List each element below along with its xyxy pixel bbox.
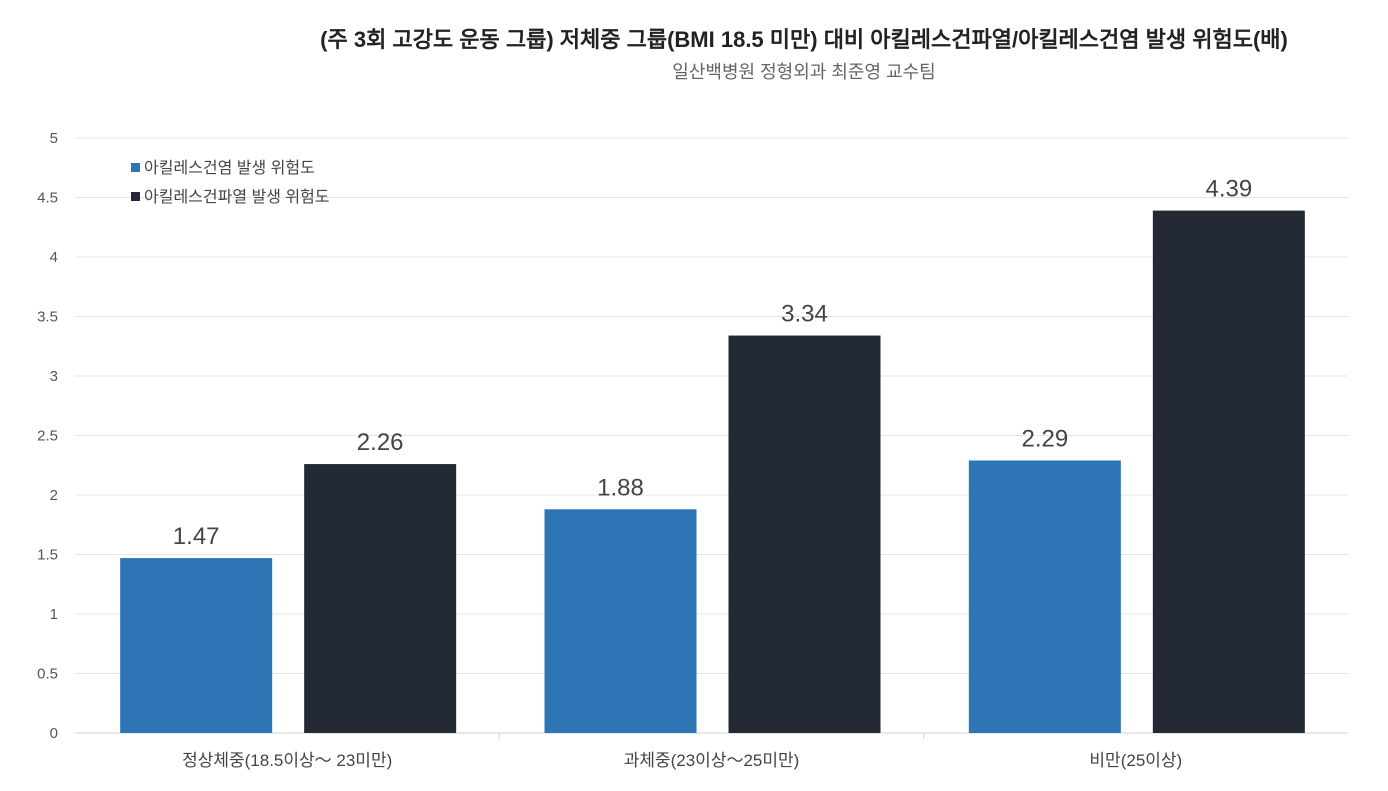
y-tick-label: 0.5 [37,666,58,683]
y-tick-label: 3.5 [37,309,58,326]
y-tick-label: 5 [50,130,58,147]
bar-rupture [728,335,881,733]
chart-title: (주 3회 고강도 운동 그룹) 저체중 그룹(BMI 18.5 미만) 대비 … [320,27,1288,52]
legend-swatch [131,192,140,201]
x-category-label: 정상체중(18.5이상～ 23미만) [182,751,392,770]
data-label: 3.34 [781,301,828,328]
data-label: 1.47 [173,523,220,550]
x-category-label: 과체중(23이상～25미만) [624,751,800,770]
bar-tendinitis [120,558,273,733]
data-label: 2.26 [357,429,404,456]
legend-swatch [131,163,140,172]
y-tick-label: 2 [50,487,58,504]
bar-tendinitis [968,460,1121,733]
bar-rupture [1152,210,1305,734]
y-tick-label: 1.5 [37,547,58,564]
legend-label: 아킬레스건염 발생 위험도 [144,159,315,177]
y-tick-label: 2.5 [37,428,58,445]
bars: 1.47 2.26 정상체중(18.5이상～ 23미만) 1.88 3.34 과체중(23… [120,176,1305,770]
y-tick-label: 0 [50,725,58,742]
bar-rupture [304,464,457,733]
chart-subtitle: 일산백병원 정형외과 최준영 교수팀 [672,62,935,82]
y-tick-label: 4 [50,249,58,266]
y-tick-label: 4.5 [37,190,58,207]
data-label: 1.88 [597,474,644,501]
data-label: 4.39 [1205,176,1252,203]
x-category-label: 비만(25이상) [1089,751,1182,770]
y-tick-label: 1 [50,606,58,623]
data-label: 2.29 [1021,425,1068,452]
legend-label: 아킬레스건파열 발생 위험도 [144,188,330,206]
gridlines: 0 0.5 1 1.5 2 2.5 3 3.5 4 4.5 5 [37,130,1348,742]
bar-tendinitis [544,509,697,733]
y-tick-label: 3 [50,368,58,385]
